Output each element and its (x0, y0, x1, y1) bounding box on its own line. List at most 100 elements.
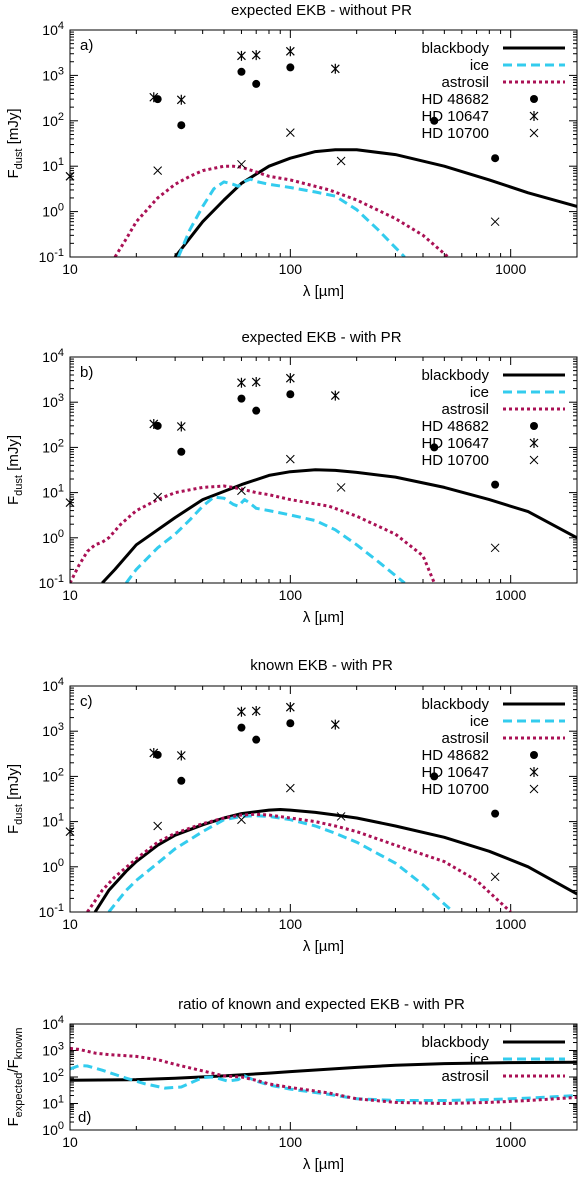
y-tick-label: 101 (42, 483, 64, 501)
legend-label-blackbody: blackbody (421, 1034, 489, 1051)
legend-marker-HD-10700 (529, 784, 539, 794)
series-line-blackbody (93, 808, 577, 912)
chart-title: ratio of known and expected EKB - with P… (178, 996, 465, 1013)
y-tick-label: 100 (42, 528, 64, 546)
data-point-HD-10647 (149, 418, 159, 429)
y-tick-label: 101 (42, 812, 64, 830)
data-point-HD-10700 (153, 821, 163, 831)
legend-label-ice: ice (470, 1051, 489, 1068)
panel-label: b) (80, 364, 93, 381)
y-tick-label: 102 (42, 1067, 64, 1085)
y-tick-label: 103 (42, 1041, 64, 1059)
series-line-astrosil (113, 164, 450, 257)
y-tick-label: 101 (42, 1094, 64, 1112)
legend-label-ice: ice (470, 384, 489, 401)
series-line-astrosil (70, 484, 436, 583)
plot-frame (69, 685, 578, 913)
data-point-HD-48682 (252, 735, 261, 744)
data-point-HD-10647 (285, 46, 295, 57)
legend-marker-HD-48682 (530, 751, 538, 759)
x-tick-label: 1000 (495, 916, 526, 932)
legend-label-blackbody: blackbody (421, 696, 489, 713)
data-point-HD-10700 (285, 454, 295, 464)
data-point-HD-48682 (153, 750, 162, 759)
plot-frame (69, 356, 578, 584)
plot-frame (69, 29, 578, 258)
x-tick-label: 100 (279, 261, 303, 277)
x-axis-label: λ [µm] (303, 283, 344, 300)
y-tick-label: 103 (42, 392, 64, 410)
data-point-HD-48682 (237, 67, 246, 76)
legend-marker-HD-10647 (529, 111, 539, 121)
series-line-ice (176, 177, 406, 257)
legend-label-astrosil: astrosil (441, 74, 489, 91)
y-tick-label: 104 (42, 20, 64, 38)
legend-marker-HD-48682 (530, 422, 538, 430)
data-point-HD-10647 (330, 390, 340, 401)
y-axis-label: Fdust [mJy] (5, 764, 25, 834)
data-point-HD-48682 (491, 480, 500, 489)
data-point-HD-10647 (285, 373, 295, 384)
data-point-HD-10700 (153, 166, 163, 175)
chart-panel-4: ratio of known and expected EKB - with P… (5, 996, 578, 1173)
panel-label: a) (80, 37, 93, 54)
data-point-HD-48682 (430, 443, 439, 452)
x-axis-label: λ [µm] (303, 938, 344, 955)
legend-label-HD-48682: HD 48682 (421, 747, 489, 764)
x-tick-label: 100 (279, 916, 303, 932)
y-tick-label: 102 (42, 437, 64, 455)
legend-label-HD-48682: HD 48682 (421, 418, 489, 435)
data-point-HD-10700 (336, 156, 346, 166)
data-point-HD-10700 (490, 217, 500, 227)
legend-marker-HD-48682 (530, 95, 538, 103)
y-tick-label: 10-1 (39, 247, 64, 265)
chart-title: expected EKB - without PR (231, 2, 412, 19)
y-tick-label: 104 (42, 347, 64, 365)
data-point-HD-10700 (153, 492, 163, 502)
data-point-HD-48682 (153, 421, 162, 430)
panel-label: c) (80, 693, 93, 710)
y-tick-label: 100 (42, 857, 64, 875)
data-point-HD-48682 (177, 121, 186, 130)
y-tick-label: 104 (42, 676, 64, 694)
y-tick-label: 10-1 (39, 573, 64, 591)
legend-label-blackbody: blackbody (421, 40, 489, 57)
data-point-HD-48682 (237, 394, 246, 403)
data-point-HD-48682 (286, 63, 295, 72)
legend-marker-HD-10700 (529, 455, 539, 465)
x-tick-label: 100 (279, 587, 303, 603)
legend-label-HD-10700: HD 10700 (421, 452, 489, 469)
y-tick-label: 103 (42, 65, 64, 83)
data-point-HD-48682 (286, 390, 295, 399)
data-point-HD-48682 (153, 95, 162, 104)
data-point-HD-10647 (251, 705, 261, 716)
legend-marker-HD-10647 (529, 767, 539, 777)
legend-label-blackbody: blackbody (421, 367, 489, 384)
x-tick-label: 10 (62, 916, 78, 932)
data-point-HD-10647 (237, 50, 246, 61)
legend-label-ice: ice (470, 713, 489, 730)
y-axis-label: Fexpected/Fknown (5, 1028, 25, 1127)
y-axis-label: Fdust [mJy] (5, 109, 25, 179)
series-line-ice (70, 1064, 577, 1102)
legend-marker-HD-10700 (529, 128, 539, 138)
data-point-HD-10647 (330, 63, 340, 74)
x-tick-label: 10 (62, 587, 78, 603)
y-tick-label: 100 (42, 1120, 64, 1138)
y-tick-label: 104 (42, 1014, 64, 1032)
data-point-HD-48682 (237, 723, 246, 732)
series-line-blackbody (101, 468, 577, 583)
data-point-HD-48682 (430, 116, 439, 125)
data-point-HD-48682 (491, 809, 500, 818)
y-tick-label: 103 (42, 721, 64, 739)
x-axis-label: λ [µm] (303, 609, 344, 626)
data-point-HD-10647 (251, 50, 261, 61)
data-point-HD-10700 (285, 128, 295, 137)
data-point-HD-48682 (252, 406, 261, 415)
x-tick-label: 1000 (495, 261, 526, 277)
legend-label-HD-10647: HD 10647 (421, 435, 489, 452)
legend-label-astrosil: astrosil (441, 1068, 489, 1085)
x-tick-label: 100 (279, 1134, 303, 1150)
data-point-HD-10647 (251, 376, 261, 387)
